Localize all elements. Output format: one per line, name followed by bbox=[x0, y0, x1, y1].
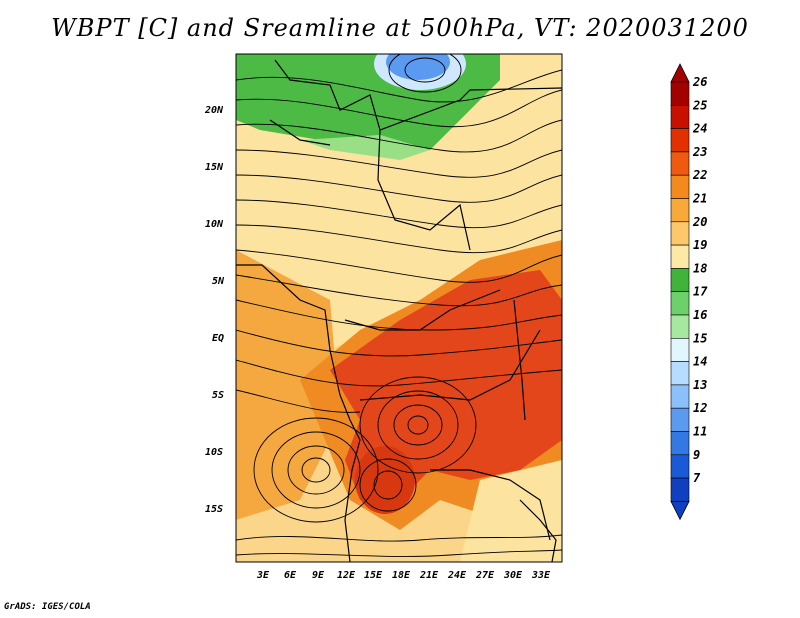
colorbar-swatch bbox=[670, 198, 690, 223]
colorbar: 26 25 24 23 22 21 20 19 18 17 16 15 14 13 12 11 9 7 bbox=[670, 63, 708, 521]
lon-label: 12E bbox=[337, 570, 356, 581]
lon-label: 6E bbox=[284, 570, 297, 581]
colorbar-swatch bbox=[670, 477, 690, 502]
lat-axis: 20N 15N 10N 5N EQ 5S 10S 15S bbox=[204, 105, 225, 515]
lon-label: 15E bbox=[364, 570, 383, 581]
colorbar-label: 18 bbox=[693, 261, 707, 275]
lat-label: 5S bbox=[212, 390, 224, 401]
colorbar-label: 24 bbox=[692, 122, 707, 136]
colorbar-bottom-arrow bbox=[670, 500, 690, 521]
map-title: WBPT [C] and Sreamline at 500hPa, VT: 20… bbox=[51, 14, 749, 42]
light-green-zone bbox=[300, 135, 430, 160]
cold-patch-inner bbox=[386, 54, 450, 80]
lat-label: 10S bbox=[205, 447, 223, 458]
lon-label: 9E bbox=[312, 570, 325, 581]
south-west-field bbox=[236, 500, 360, 562]
colorbar-top-arrow bbox=[670, 63, 690, 83]
lat-label: 5N bbox=[212, 276, 225, 287]
colorbar-swatch bbox=[670, 174, 690, 199]
colorbar-label: 26 bbox=[692, 75, 707, 89]
colorbar-label: 9 bbox=[693, 448, 700, 462]
colorbar-label: 7 bbox=[693, 471, 701, 485]
lon-axis: 3E 6E 9E 12E 15E 18E 21E 24E 27E 30E 33E bbox=[256, 570, 551, 581]
lat-label: 15N bbox=[205, 162, 224, 173]
lat-label: 10N bbox=[205, 219, 224, 230]
lon-label: 21E bbox=[419, 570, 439, 581]
colorbar-swatch bbox=[670, 244, 690, 269]
colorbar-swatch bbox=[670, 151, 690, 176]
lat-label: 15S bbox=[205, 504, 223, 515]
lon-label: 27E bbox=[475, 570, 495, 581]
lat-label: EQ bbox=[212, 333, 224, 344]
map-frame bbox=[235, 53, 563, 563]
colorbar-swatch bbox=[670, 291, 690, 316]
lon-label: 3E bbox=[256, 570, 270, 581]
colorbar-swatch bbox=[670, 337, 690, 362]
colorbar-label: 20 bbox=[692, 215, 707, 229]
colorbar-swatch bbox=[670, 105, 690, 129]
colorbar-label: 22 bbox=[692, 168, 707, 182]
colorbar-swatch bbox=[670, 384, 690, 409]
colorbar-label: 25 bbox=[692, 98, 707, 112]
colorbar-label: 15 bbox=[693, 331, 707, 345]
streamlines bbox=[236, 54, 562, 557]
map-plot bbox=[236, 54, 562, 562]
colorbar-label: 17 bbox=[693, 285, 708, 299]
colorbar-label: 16 bbox=[693, 308, 707, 322]
colorbar-label: 21 bbox=[692, 192, 707, 206]
colorbar-label: 14 bbox=[693, 355, 707, 369]
coastlines bbox=[236, 59, 562, 562]
colorbar-swatch bbox=[670, 128, 690, 153]
lon-label: 33E bbox=[531, 570, 551, 581]
colorbar-swatch bbox=[670, 431, 690, 456]
lon-label: 18E bbox=[392, 570, 411, 581]
colorbar-swatch bbox=[670, 454, 690, 479]
lat-label: 20N bbox=[204, 105, 224, 116]
colorbar-swatch bbox=[670, 268, 690, 292]
colorbar-label: 13 bbox=[693, 378, 707, 392]
colorbar-label: 11 bbox=[693, 425, 707, 439]
lon-label: 24E bbox=[447, 570, 467, 581]
colorbar-swatch bbox=[670, 361, 690, 386]
colorbar-label: 19 bbox=[693, 238, 707, 252]
hot-zone bbox=[330, 270, 562, 500]
colorbar-swatch bbox=[670, 314, 690, 339]
hot-core bbox=[355, 446, 415, 514]
colorbar-swatch bbox=[670, 81, 690, 106]
colorbar-swatch bbox=[670, 407, 690, 432]
credit-label: GrADS: IGES/COLA bbox=[4, 602, 91, 612]
colorbar-label: 12 bbox=[693, 401, 707, 415]
lon-label: 30E bbox=[503, 570, 523, 581]
colorbar-label: 23 bbox=[692, 145, 707, 159]
colorbar-swatch bbox=[670, 221, 690, 246]
